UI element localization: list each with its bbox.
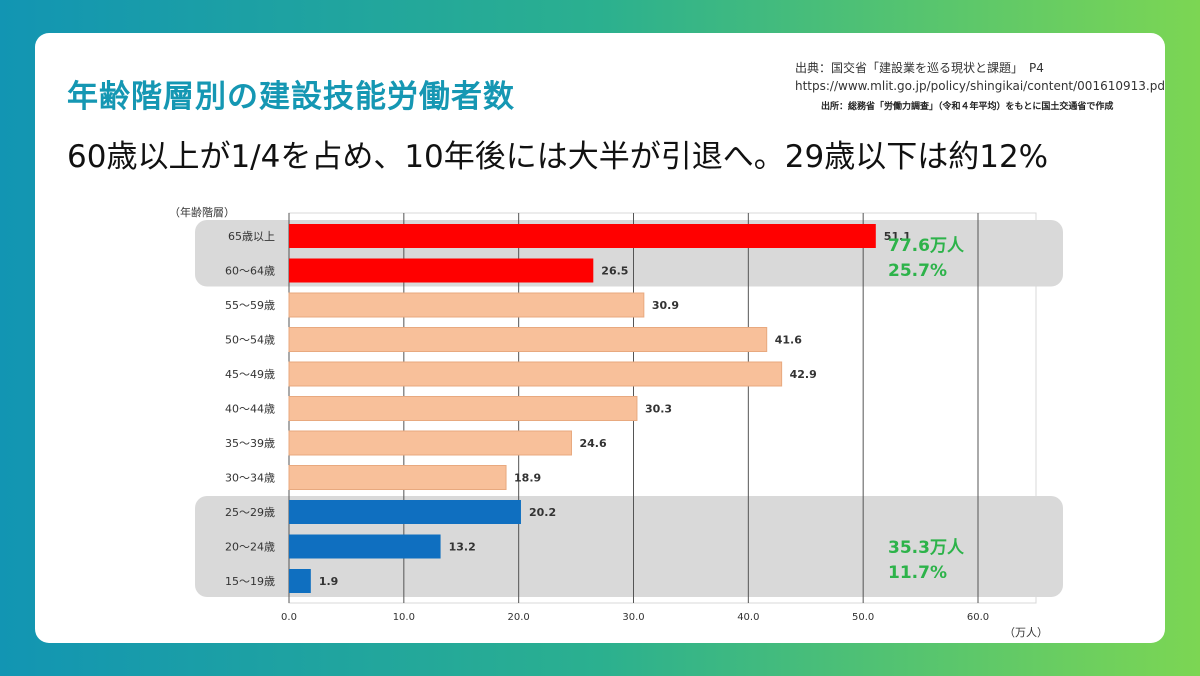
bar xyxy=(289,500,521,524)
bar xyxy=(289,569,311,593)
category-label: 20～24歳 xyxy=(225,541,275,554)
page-title: 年齢階層別の建設技能労働者数 xyxy=(67,79,515,115)
value-label: 30.9 xyxy=(652,299,679,312)
annotation-share: 11.7% xyxy=(888,563,947,583)
value-label: 41.6 xyxy=(775,334,802,347)
bar xyxy=(289,534,441,559)
category-label: 60～64歳 xyxy=(225,265,275,278)
value-label: 26.5 xyxy=(601,265,628,278)
bar xyxy=(289,224,876,248)
bar xyxy=(288,465,507,490)
category-label: 50～54歳 xyxy=(225,334,275,347)
category-label: 40～44歳 xyxy=(225,403,275,416)
bar xyxy=(288,327,768,352)
x-tick-label: 0.0 xyxy=(281,612,297,623)
bar xyxy=(288,396,638,421)
value-label: 20.2 xyxy=(529,506,556,519)
source-url[interactable]: https://www.mlit.go.jp/policy/shingikai/… xyxy=(795,79,1165,93)
x-tick-label: 10.0 xyxy=(393,612,415,623)
category-label: 65歳以上 xyxy=(228,230,275,243)
category-label: 15～19歳 xyxy=(225,575,275,588)
value-label: 13.2 xyxy=(449,541,476,554)
y-axis-title: （年齢階層） xyxy=(169,205,235,219)
annotation-total: 35.3万人 xyxy=(888,538,965,558)
value-label: 42.9 xyxy=(790,368,817,381)
source-citation: 出典：国交省「建設業を巡る現状と課題」 P4 xyxy=(795,61,1044,75)
data-source-note: 出所：総務省「労働力調査」（令和４年平均）をもとに国土交通省で作成 xyxy=(821,102,1114,112)
page-subtitle: 60歳以上が1/4を占め、10年後には大半が引退へ。29歳以下は約12% xyxy=(67,139,1049,175)
x-tick-label: 60.0 xyxy=(967,612,989,623)
bar xyxy=(288,361,783,387)
annotation-share: 25.7% xyxy=(888,261,947,281)
x-tick-label: 40.0 xyxy=(737,612,759,623)
category-label: 30～34歳 xyxy=(225,472,275,485)
x-axis-title: （万人） xyxy=(1004,626,1048,639)
slide-card: 年齢階層別の建設技能労働者数 出典：国交省「建設業を巡る現状と課題」 P4 ht… xyxy=(35,33,1165,643)
category-label: 35～39歳 xyxy=(225,437,275,450)
value-label: 51.1 xyxy=(884,230,911,243)
category-label: 45～49歳 xyxy=(225,368,275,381)
category-label: 25～29歳 xyxy=(225,506,275,519)
category-label: 55～59歳 xyxy=(225,299,275,312)
value-label: 18.9 xyxy=(514,472,541,485)
value-label: 24.6 xyxy=(579,437,606,450)
age-bar-chart: 65歳以上 51.1 60～64歳 26.5 55～59歳 30.9 50～54歳 41.6 4… xyxy=(169,205,1063,639)
value-label: 30.3 xyxy=(645,403,672,416)
annotation-total: 77.6万人 xyxy=(888,236,965,256)
x-tick-label: 30.0 xyxy=(622,612,644,623)
x-tick-label: 20.0 xyxy=(508,612,530,623)
bar xyxy=(289,258,594,283)
x-tick-label: 50.0 xyxy=(852,612,874,623)
bar xyxy=(288,292,645,318)
bar xyxy=(288,430,572,456)
value-label: 1.9 xyxy=(319,575,339,588)
